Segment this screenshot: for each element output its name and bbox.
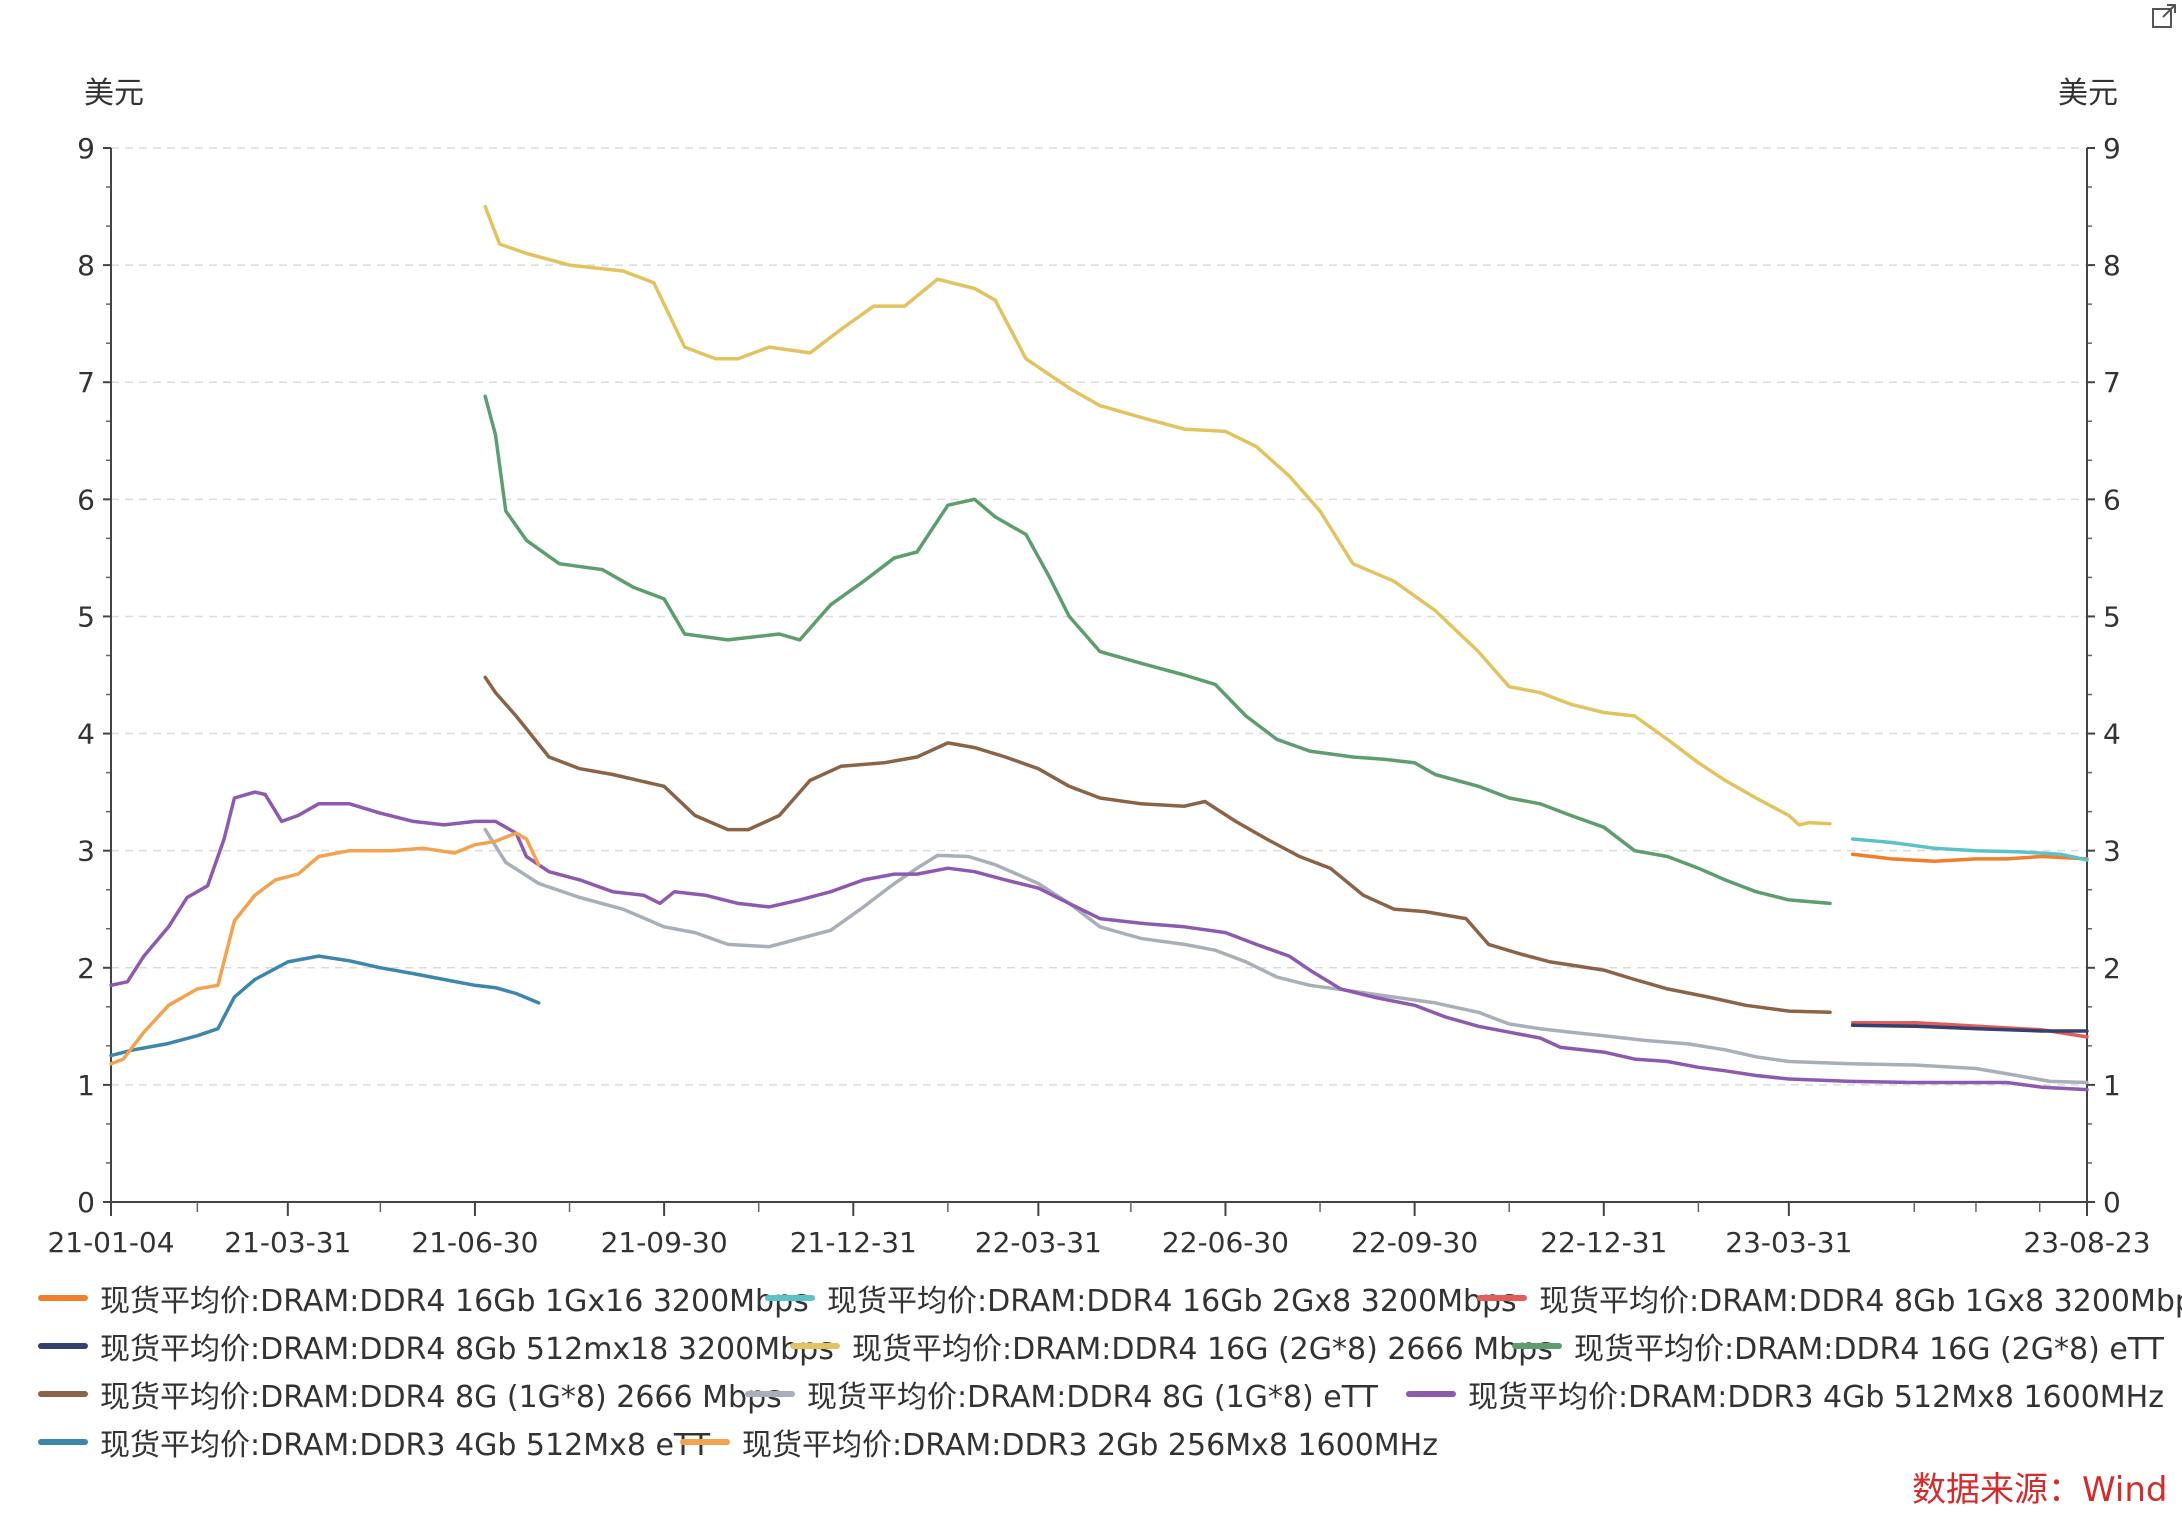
- y-axis-right-unit: 美元: [2058, 76, 2118, 111]
- legend-label: 现货平均价:DRAM:DDR4 16G (2G*8) 2666 Mbps: [852, 1332, 1553, 1367]
- y-tick-label-left: 1: [77, 1069, 95, 1102]
- y-axis-left-unit: 美元: [84, 76, 144, 111]
- axes: [103, 147, 2095, 1216]
- y-tick-label-left: 4: [77, 718, 95, 751]
- y-tick-label-left: 5: [77, 600, 95, 633]
- legend-label: 现货平均价:DRAM:DDR4 8Gb 1Gx8 3200Mbps: [1539, 1284, 2182, 1319]
- x-axis: 21-01-04 21-03-31 21-06-30 21-09-30 21-12-31…: [47, 1226, 2150, 1259]
- x-tick-label: 21-09-30: [601, 1226, 728, 1259]
- legend-item[interactable]: 现货平均价:DRAM:DDR4 16Gb 2Gx8 3200Mbps: [765, 1276, 1517, 1320]
- legend-swatch: [38, 1439, 88, 1445]
- y-tick-label-left: 6: [77, 483, 95, 516]
- series-line: [1850, 1023, 2089, 1033]
- series-line: [1850, 837, 2089, 862]
- series-line: [483, 394, 1832, 906]
- series-line: [483, 827, 2089, 1085]
- series-line: [109, 954, 541, 1058]
- y-tick-label-left: 3: [77, 835, 95, 868]
- x-tick-label: 21-01-04: [47, 1226, 174, 1259]
- x-tick-label: 23-03-31: [1725, 1226, 1852, 1259]
- y-tick-label-right: 0: [2103, 1186, 2121, 1219]
- legend-item[interactable]: 现货平均价:DRAM:DDR4 8G (1G*8) eTT: [745, 1372, 1378, 1416]
- series-line: [483, 675, 1832, 1015]
- series-line: [109, 831, 541, 1066]
- y-tick-label-left: 9: [77, 132, 95, 165]
- data-source-note: 数据来源：Wind: [1912, 1470, 2168, 1510]
- y-tick-label-right: 4: [2103, 718, 2121, 751]
- y-tick-label-right: 6: [2103, 483, 2121, 516]
- legend-swatch: [765, 1295, 815, 1301]
- legend-swatch: [790, 1343, 840, 1349]
- y-tick-label-right: 1: [2103, 1069, 2121, 1102]
- legend-swatch: [38, 1391, 88, 1397]
- x-tick-label: 22-03-31: [975, 1226, 1102, 1259]
- x-tick-label: 21-12-31: [790, 1226, 917, 1259]
- legend-swatch: [38, 1343, 88, 1349]
- legend-label: 现货平均价:DRAM:DDR4 8G (1G*8) eTT: [807, 1380, 1378, 1415]
- x-tick-label: 21-03-31: [224, 1226, 351, 1259]
- legend-label: 现货平均价:DRAM:DDR4 16Gb 2Gx8 3200Mbps: [827, 1284, 1517, 1319]
- legend-item[interactable]: 现货平均价:DRAM:DDR4 16Gb 1Gx16 3200Mbps: [38, 1276, 809, 1320]
- legend-item[interactable]: 现货平均价:DRAM:DDR4 16G (2G*8) eTT: [1512, 1324, 2164, 1368]
- legend-swatch: [680, 1439, 730, 1445]
- y-axis-left: 0 1 2 3 4 5 6 7 8 9: [77, 132, 95, 1219]
- legend-item[interactable]: 现货平均价:DRAM:DDR4 8Gb 1Gx8 3200Mbps: [1477, 1276, 2182, 1320]
- legend-label: 现货平均价:DRAM:DDR4 8G (1G*8) 2666 Mbps: [100, 1380, 782, 1415]
- series-line: [1850, 852, 2089, 863]
- legend-swatch: [745, 1391, 795, 1397]
- series-lines: [109, 204, 2089, 1092]
- legend-item[interactable]: 现货平均价:DRAM:DDR4 16G (2G*8) 2666 Mbps: [790, 1324, 1553, 1368]
- legend-swatch: [1406, 1391, 1456, 1397]
- legend-item[interactable]: 现货平均价:DRAM:DDR4 8Gb 512mx18 3200Mbps: [38, 1324, 834, 1368]
- legend-label: 现货平均价:DRAM:DDR3 4Gb 512Mx8 1600MHz: [1468, 1380, 2164, 1415]
- legend-item[interactable]: 现货平均价:DRAM:DDR3 4Gb 512Mx8 eTT: [38, 1420, 710, 1464]
- legend-label: 现货平均价:DRAM:DDR4 16Gb 1Gx16 3200Mbps: [100, 1284, 809, 1319]
- x-tick-label: 22-06-30: [1162, 1226, 1289, 1259]
- x-tick-label: 21-06-30: [411, 1226, 538, 1259]
- external-link-icon[interactable]: [2150, 2, 2178, 30]
- legend-item[interactable]: 现货平均价:DRAM:DDR3 2Gb 256Mx8 1600MHz: [680, 1420, 1438, 1464]
- y-axis-right: 0 1 2 3 4 5 6 7 8 9: [2103, 132, 2121, 1219]
- series-line: [109, 790, 2089, 1092]
- legend-item[interactable]: 现货平均价:DRAM:DDR3 4Gb 512Mx8 1600MHz: [1406, 1372, 2164, 1416]
- y-tick-label-right: 5: [2103, 600, 2121, 633]
- legend-swatch: [1512, 1343, 1562, 1349]
- legend-swatch: [1477, 1295, 1527, 1301]
- x-tick-label: 23-08-23: [2023, 1226, 2150, 1259]
- y-tick-label-left: 7: [77, 366, 95, 399]
- series-line: [483, 204, 1832, 827]
- y-tick-label-left: 2: [77, 952, 95, 985]
- y-tick-label-right: 2: [2103, 952, 2121, 985]
- legend-label: 现货平均价:DRAM:DDR3 2Gb 256Mx8 1600MHz: [742, 1428, 1438, 1463]
- legend-item[interactable]: 现货平均价:DRAM:DDR4 8G (1G*8) 2666 Mbps: [38, 1372, 782, 1416]
- y-tick-label-right: 3: [2103, 835, 2121, 868]
- legend-label: 现货平均价:DRAM:DDR4 16G (2G*8) eTT: [1574, 1332, 2164, 1367]
- y-tick-label-right: 8: [2103, 249, 2121, 282]
- legend-label: 现货平均价:DRAM:DDR4 8Gb 512mx18 3200Mbps: [100, 1332, 834, 1367]
- legend-label: 现货平均价:DRAM:DDR3 4Gb 512Mx8 eTT: [100, 1428, 711, 1463]
- y-tick-label-left: 8: [77, 249, 95, 282]
- y-tick-label-right: 7: [2103, 366, 2121, 399]
- grid-lines: [111, 147, 2087, 1086]
- y-tick-label-left: 0: [77, 1186, 95, 1219]
- x-tick-label: 22-12-31: [1540, 1226, 1667, 1259]
- legend-swatch: [38, 1295, 88, 1301]
- y-tick-label-right: 9: [2103, 132, 2121, 165]
- x-tick-label: 22-09-30: [1351, 1226, 1478, 1259]
